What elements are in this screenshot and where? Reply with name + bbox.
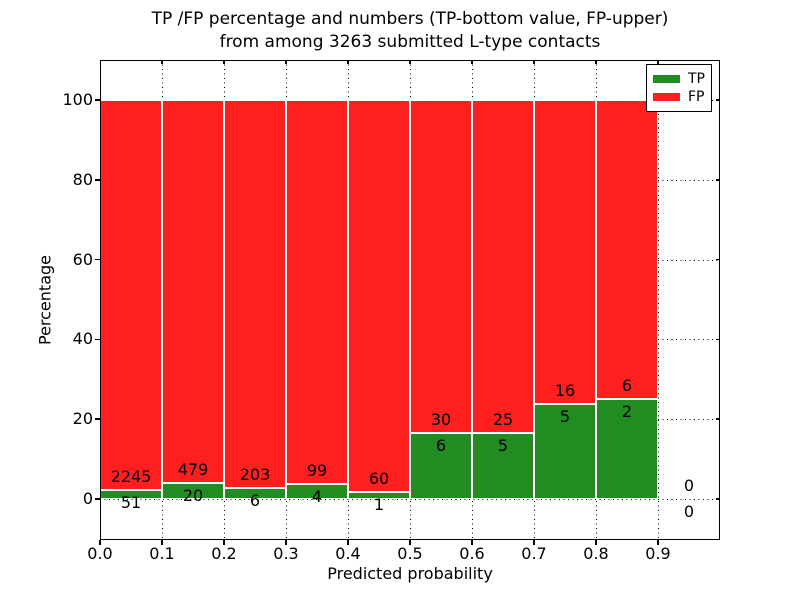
bar-fp-count-label: 30: [430, 409, 452, 429]
legend-fp-label: FP: [688, 89, 705, 106]
chart-title: TP /FP percentage and numbers (TP-bottom…: [100, 8, 720, 54]
y-tick-mark-right: [716, 498, 720, 500]
bar-segment-fp: [162, 100, 224, 483]
bar-segment-fp: [286, 100, 348, 484]
legend-item-tp: TP: [653, 72, 705, 86]
x-tick-mark-top: [471, 60, 473, 64]
y-tick-label: 60: [72, 249, 93, 269]
y-tick-mark-right: [716, 338, 720, 341]
bar-fp-count-label: 6: [621, 376, 633, 396]
legend-fp-swatch-icon: [653, 93, 680, 102]
chart-title-line2: from among 3263 submitted L-type contact…: [219, 32, 601, 52]
chart-title-line1: TP /FP percentage and numbers (TP-bottom…: [151, 9, 669, 29]
x-tick-mark-top: [595, 60, 597, 64]
x-tick-mark-top: [533, 60, 535, 64]
y-axis-label: Percentage: [35, 254, 55, 346]
y-tick-label: 100: [62, 90, 93, 109]
bar-tp-count-label: 51: [120, 493, 142, 513]
bar-segment-fp: [596, 100, 658, 400]
x-tick-label: 0.5: [397, 544, 423, 563]
legend: TP FP: [646, 64, 712, 112]
bar-fp-count-label: 2245: [110, 467, 152, 487]
bar-segment-fp: [534, 100, 596, 404]
legend-tp-label: TP: [688, 70, 705, 87]
legend-item-fp: FP: [653, 90, 705, 104]
x-tick-mark-top: [657, 60, 659, 64]
bar-tp-count-label: 5: [559, 407, 571, 426]
bar-segment-tp: [472, 432, 534, 499]
x-tick-mark: [471, 540, 473, 545]
bar-segment-fp: [410, 100, 472, 433]
plot-area: 0 20 40 60 80 100 0.0 0.1 0.2 0.3 0.4 0.5 0.6 0.7 0.8 0…: [36, 60, 720, 583]
bar-fp-count-label: 25: [492, 409, 514, 429]
bar-segment-fp: [100, 100, 162, 491]
y-tick-mark: [95, 498, 100, 500]
x-tick-mark: [223, 540, 225, 545]
bar-segment-tp: [286, 483, 348, 499]
bar-fp-count-label: 16: [554, 381, 576, 400]
bar-fp-count-label: 99: [306, 460, 328, 480]
x-tick-label: 0.4: [335, 544, 361, 563]
y-tick-label: 40: [72, 329, 93, 349]
x-tick-mark: [285, 540, 287, 545]
x-tick-label: 0.2: [211, 544, 237, 563]
legend-tp-swatch-icon: [653, 74, 680, 83]
y-tick-mark: [95, 338, 100, 341]
bar-tp-count-label: 5: [497, 435, 509, 455]
x-tick-label: 0.8: [583, 544, 609, 563]
v-gridline: [658, 60, 659, 540]
x-tick-label: 0.7: [521, 544, 547, 563]
y-tick-label: 80: [72, 169, 93, 189]
bar-segment-tp: [410, 432, 472, 499]
bar-segment-tp: [224, 487, 286, 499]
x-tick-label: 0.0: [87, 544, 113, 563]
y-tick-mark-right: [716, 258, 720, 261]
y-tick-label: 20: [72, 409, 93, 429]
x-tick-mark-top: [161, 60, 163, 64]
y-tick-label: 0: [82, 489, 93, 508]
x-tick-mark-top: [409, 60, 411, 64]
bar-tp-count-label: 20: [182, 486, 204, 505]
y-tick-mark-right: [716, 99, 720, 101]
x-tick-label: 0.9: [645, 544, 671, 563]
y-tick-mark: [95, 99, 100, 101]
x-tick-mark: [533, 540, 535, 545]
bar-segment-tp: [348, 492, 410, 499]
bar-tp-count-label: 4: [311, 486, 323, 506]
x-tick-mark: [347, 540, 349, 545]
x-tick-mark: [595, 540, 597, 545]
y-tick-mark: [95, 418, 100, 420]
x-axis-label: Predicted probability: [327, 564, 493, 583]
bar-fp-count-label: 60: [368, 469, 390, 489]
bar-fp-count-label: 479: [177, 460, 209, 479]
x-tick-mark: [657, 540, 659, 545]
x-tick-mark-top: [347, 60, 349, 64]
bar-segment-tp: [162, 483, 224, 499]
y-tick-mark: [95, 258, 100, 261]
bar-tp-count-label: 6: [249, 490, 261, 510]
x-tick-mark: [409, 540, 411, 545]
bar-segment-tp: [596, 399, 658, 499]
x-tick-label: 0.3: [273, 544, 299, 563]
y-tick-mark-right: [716, 418, 720, 420]
x-tick-mark-top: [223, 60, 225, 64]
x-tick-mark: [99, 540, 101, 545]
bar-segment-tp: [534, 404, 596, 499]
bar-fp-count-label: 0: [683, 476, 695, 495]
y-tick-mark-right: [716, 179, 720, 181]
bar-tp-count-label: 0: [683, 502, 695, 521]
x-tick-mark: [161, 540, 163, 545]
y-tick-mark: [95, 179, 100, 181]
bar-segment-fp: [472, 100, 534, 433]
bar-segment-fp: [224, 100, 286, 488]
bar-tp-count-label: 2: [621, 402, 633, 422]
bar-tp-count-label: 1: [373, 495, 385, 515]
bar-segment-fp: [348, 100, 410, 493]
x-tick-label: 0.6: [459, 544, 485, 563]
bar-tp-count-label: 6: [435, 435, 447, 455]
x-tick-label: 0.1: [149, 544, 175, 563]
x-tick-mark-top: [285, 60, 287, 64]
bar-fp-count-label: 203: [239, 464, 271, 484]
